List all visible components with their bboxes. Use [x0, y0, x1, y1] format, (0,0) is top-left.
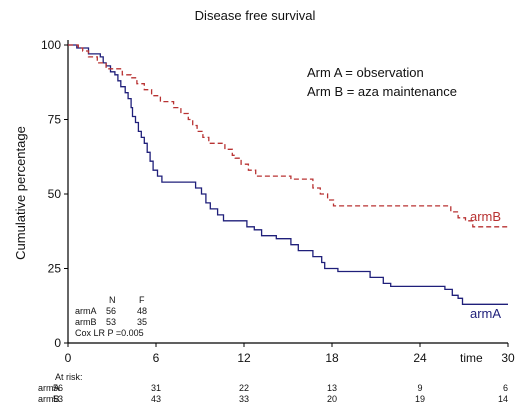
at-risk-label: At risk:	[55, 372, 83, 382]
y-tick-label: 25	[48, 262, 62, 276]
x-tick-label: 6	[153, 351, 160, 365]
x-ticks: 0 6 12 18 24 30	[65, 343, 515, 365]
series-line-armB	[68, 44, 508, 228]
x-axis-label: time	[460, 351, 483, 365]
y-axis-label: Cumulative percentage	[13, 126, 28, 260]
y-tick-label: 100	[41, 38, 61, 52]
x-tick-label: 0	[65, 351, 72, 365]
legend: Arm A = observation Arm B = aza maintena…	[307, 65, 457, 99]
axes	[67, 40, 508, 344]
at-risk-row-name: armA	[38, 383, 60, 393]
at-risk-value: 19	[415, 394, 425, 404]
at-risk-table: At risk: armA armB 56 31 22 13 9 6 53 43 33 20 19 1…	[38, 372, 508, 404]
stats-row-f: 35	[137, 317, 147, 327]
x-tick-label: 18	[325, 351, 339, 365]
stats-row-n: 53	[106, 317, 116, 327]
y-tick-label: 75	[48, 113, 62, 127]
series-layer	[68, 44, 508, 305]
x-tick-label: 30	[501, 351, 515, 365]
stats-row-f: 48	[137, 306, 147, 316]
at-risk-value: 31	[151, 383, 161, 393]
series-label-arm-b: armB	[470, 209, 501, 224]
series-line-armA	[68, 44, 508, 305]
stats-table: N F armA 56 48 armB 53 35 Cox LR P =0.00…	[75, 295, 147, 338]
at-risk-value: 9	[417, 383, 422, 393]
x-tick-label: 24	[413, 351, 427, 365]
at-risk-value: 13	[327, 383, 337, 393]
stats-header-n: N	[109, 295, 116, 305]
legend-entry-arm-a: Arm A = observation	[307, 65, 424, 80]
stats-row-name: armB	[75, 317, 97, 327]
chart-title: Disease free survival	[195, 8, 316, 23]
x-tick-label: 12	[237, 351, 251, 365]
stats-header-f: F	[139, 295, 145, 305]
at-risk-value: 53	[53, 394, 63, 404]
at-risk-row-name: armB	[38, 394, 60, 404]
at-risk-value: 20	[327, 394, 337, 404]
at-risk-value: 6	[503, 383, 508, 393]
at-risk-value: 56	[53, 383, 63, 393]
at-risk-value: 14	[498, 394, 508, 404]
stats-row-n: 56	[106, 306, 116, 316]
y-tick-label: 0	[54, 336, 61, 350]
y-ticks: 0 25 50 75 100	[41, 38, 68, 350]
legend-entry-arm-b: Arm B = aza maintenance	[307, 84, 457, 99]
at-risk-value: 22	[239, 383, 249, 393]
series-label-arm-a: armA	[470, 306, 501, 321]
stats-row-name: armA	[75, 306, 97, 316]
stats-test: Cox LR P =0.005	[75, 328, 144, 338]
at-risk-value: 43	[151, 394, 161, 404]
at-risk-value: 33	[239, 394, 249, 404]
y-tick-label: 50	[48, 187, 62, 201]
